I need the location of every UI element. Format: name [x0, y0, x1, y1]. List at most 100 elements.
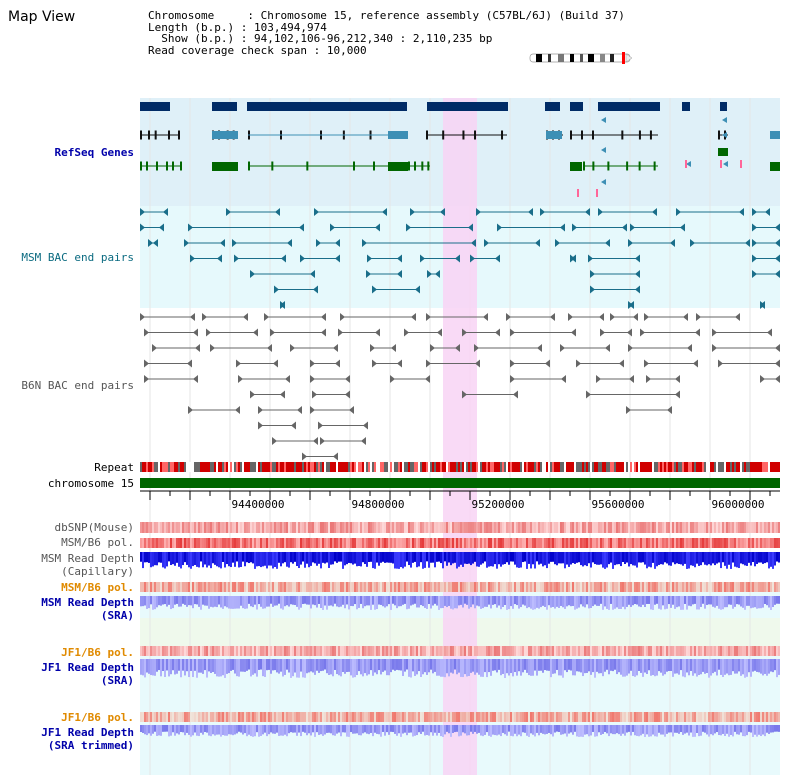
repeat-track[interactable] [140, 462, 780, 472]
jf1-depth-trim-cell [488, 725, 490, 736]
b6n-bac-end-pairs-track[interactable] [140, 313, 780, 461]
jf1-depth-trim-cell [432, 725, 434, 736]
jf1-b6-pol-cell [270, 646, 272, 656]
repeat-block [744, 462, 746, 472]
jf1-b6-pol-cell [652, 646, 654, 656]
msm-depth-sra-cell [388, 596, 390, 605]
jf1-b6-pol-cell [242, 646, 244, 656]
jf1-depth-sra-cell [492, 659, 494, 671]
jf1-b6-pol-cell [628, 646, 630, 656]
jf1-depth-trim-cell [394, 725, 396, 734]
msm-b6-pol-cell [470, 582, 472, 592]
jf1-depth-sra-cell [472, 659, 474, 672]
msm-b6-pol-cell [592, 538, 594, 548]
msm-bac-pair-end [299, 223, 304, 232]
jf1-depth-trim-cell [556, 725, 558, 732]
jf1-b6-pol-cell [610, 712, 612, 722]
msm-depth-capillary-cell [140, 552, 142, 562]
genome-track-area[interactable]: 94400000 94800000 95200000 95600000 96000000 [140, 98, 780, 775]
repeat-block [662, 462, 664, 472]
jf1-b6-pol-cell [632, 712, 634, 722]
jf1-depth-trim-cell [356, 725, 358, 734]
msm-depth-capillary-cell [760, 552, 762, 563]
msm-b6-pol-cell [338, 582, 340, 592]
chromosome-ideogram[interactable] [528, 51, 636, 65]
msm-depth-capillary-cell [538, 552, 540, 565]
msm-depth-sra-cell [306, 596, 308, 605]
msm-depth-sra-cell [158, 596, 160, 606]
msm-depth-sra-cell [524, 596, 526, 606]
jf1-b6-pol-cell [642, 646, 644, 656]
jf1-b6-pol-cell [552, 646, 554, 656]
msm-b6-pol-cell [602, 582, 604, 592]
msm-depth-sra-cell [676, 596, 678, 608]
dbsnp-cell [766, 522, 768, 533]
msm-depth-capillary-cell [190, 552, 192, 569]
jf1-b6-pol-cell [516, 646, 518, 656]
dbsnp-cell [410, 522, 412, 533]
msm-b6-pol-cell [238, 538, 240, 548]
msm-depth-sra-cell [596, 596, 598, 606]
dbsnp-cell [562, 522, 564, 533]
jf1-b6-pol-cell [232, 646, 234, 656]
repeat-block [366, 462, 368, 472]
msm-depth-capillary-cell [658, 552, 660, 565]
jf1-b6-pol-cell [418, 712, 420, 722]
heatmap-tracks[interactable] [140, 522, 780, 737]
dbsnp-cell [278, 522, 280, 533]
msm-depth-sra-cell [214, 596, 216, 607]
jf1-depth-sra-cell [172, 659, 174, 671]
jf1-b6-pol-cell [298, 646, 300, 656]
jf1-b6-pol-cell [278, 712, 280, 722]
msm-bac-end-pairs-track[interactable] [140, 208, 780, 309]
jf1-b6-pol-cell [486, 646, 488, 656]
axis-tick-label: 95600000 [592, 498, 645, 511]
jf1-depth-sra-cell [164, 659, 166, 678]
b6n-bac-pair-end [561, 375, 566, 383]
jf1-depth-sra-cell [286, 659, 288, 670]
jf1-depth-sra-cell [264, 659, 266, 677]
gene-strand-arrow [686, 161, 691, 167]
jf1-b6-pol-cell [390, 646, 392, 656]
chromosome-bar[interactable] [140, 478, 780, 488]
repeat-block [264, 462, 266, 472]
jf1-b6-pol-cell [406, 646, 408, 656]
dbsnp-cell [232, 522, 234, 533]
msm-b6-pol-cell [544, 582, 546, 592]
msm-b6-pol-cell [166, 538, 168, 548]
msm-b6-pol-cell [710, 538, 712, 548]
dbsnp-cell [298, 522, 300, 533]
jf1-depth-sra-cell [212, 659, 214, 673]
repeat-block [568, 462, 570, 472]
gene-transcript-green-exon [592, 161, 595, 171]
msm-b6-pol-cell [758, 538, 760, 548]
jf1-b6-pol-cell [718, 646, 720, 656]
jf1-depth-sra-cell [656, 659, 658, 676]
jf1-b6-pol-cell [436, 712, 438, 722]
msm-depth-sra-cell [390, 596, 392, 610]
msm-b6-pol-cell [622, 582, 624, 592]
jf1-b6-pol-cell [678, 646, 680, 656]
msm-depth-capillary-cell [142, 552, 144, 569]
jf1-depth-sra-cell [682, 659, 684, 677]
jf1-b6-pol-cell [266, 646, 268, 656]
msm-b6-pol-cell [558, 582, 560, 592]
b6n-bac-pair-end [349, 406, 354, 414]
msm-depth-capillary-cell [704, 552, 706, 565]
jf1-depth-sra-cell [630, 659, 632, 671]
msm-depth-capillary-cell [766, 552, 768, 563]
jf1-b6-pol-cell [768, 646, 770, 656]
jf1-depth-sra-cell [156, 659, 158, 672]
jf1-depth-trim-cell [186, 725, 188, 733]
b6n-bac-pair-end [312, 390, 317, 399]
refseq-genes-track[interactable] [140, 102, 780, 197]
jf1-b6-pol-cell [412, 646, 414, 656]
jf1-b6-pol-cell [216, 712, 218, 722]
jf1-b6-pol-cell [384, 712, 386, 722]
dbsnp-cell [756, 522, 758, 533]
jf1-depth-sra-cell [202, 659, 204, 674]
jf1-depth-sra-cell [206, 659, 208, 678]
jf1-depth-sra-cell [186, 659, 188, 672]
jf1-depth-trim-cell [342, 725, 344, 733]
jf1-depth-sra-cell [248, 659, 250, 670]
